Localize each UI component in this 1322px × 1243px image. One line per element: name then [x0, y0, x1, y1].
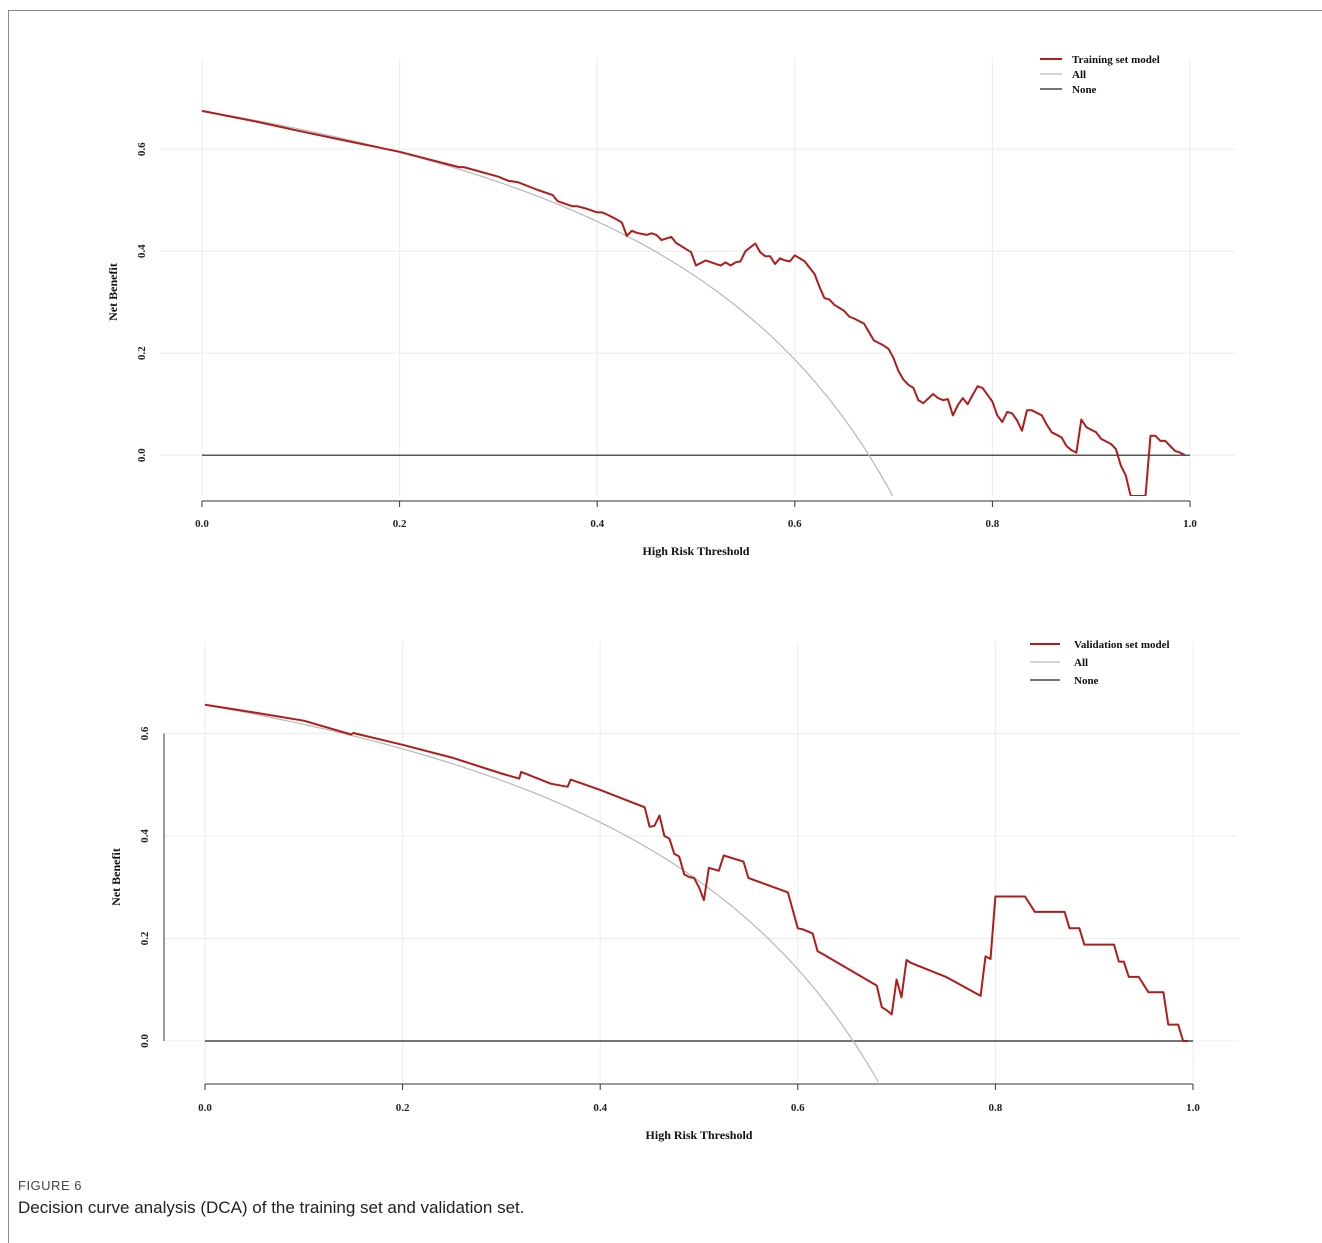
validation-y-axis-title: Net Benefit: [109, 848, 123, 906]
training-x-tick-label: 0.0: [195, 518, 209, 530]
validation-x-tick-label: 0.0: [198, 1102, 212, 1114]
validation-legend-label-2: None: [1074, 675, 1099, 687]
training-plot-area: [201, 109, 1190, 496]
training-x-axis-title: High Risk Threshold: [643, 544, 750, 558]
figure-label: FIGURE 6: [18, 1178, 82, 1193]
validation-y-tick-label: 0.4: [139, 829, 151, 843]
validation-y-tick-label: 0.0: [139, 1034, 151, 1048]
validation-x-tick-label: 0.4: [593, 1102, 607, 1114]
training-x-tick-label: 0.6: [788, 518, 802, 530]
training-x-tick-label: 0.8: [986, 518, 1000, 530]
training-x-tick-label: 0.4: [590, 518, 604, 530]
training-legend-label-1: All: [1072, 69, 1086, 81]
validation-legend-label-1: All: [1074, 657, 1088, 669]
training-legend-label-0: Training set model: [1072, 54, 1160, 66]
validation-x-tick-label: 1.0: [1186, 1102, 1200, 1114]
training-legend-label-2: None: [1072, 84, 1097, 96]
training-y-axis-title: Net Benefit: [106, 263, 120, 321]
validation-y-tick-label: 0.6: [139, 726, 151, 740]
validation-x-tick-label: 0.8: [989, 1102, 1003, 1114]
validation-series-all: [204, 704, 879, 1082]
training-x-tick-label: 1.0: [1183, 518, 1197, 530]
training-dca-chart: 0.0 0.2 0.4 0.6 Net Benefit 0.0 0.2 0.4 0.6 0.8 1.…: [106, 54, 1235, 558]
validation-dca-chart: 0.0 0.2 0.4 0.6 Net Benefit 0.0 0.2 0.4 0.6 0.8 1.…: [109, 639, 1238, 1142]
training-series-model: [201, 109, 1186, 496]
figure-frame: [8, 10, 1322, 1243]
validation-x-tick-label: 0.2: [396, 1102, 410, 1114]
training-y-tick-label: 0.0: [136, 448, 148, 462]
validation-x-axis-title: High Risk Threshold: [646, 1128, 753, 1142]
validation-y-tick-label: 0.2: [139, 931, 151, 945]
figure-caption: Decision curve analysis (DCA) of the tra…: [18, 1198, 525, 1217]
training-y-tick-label: 0.4: [136, 244, 148, 258]
training-y-tick-label: 0.2: [136, 346, 148, 360]
validation-x-tick-label: 0.6: [791, 1102, 805, 1114]
validation-series-model: [204, 703, 1189, 1042]
validation-legend-label-0: Validation set model: [1074, 639, 1170, 651]
training-series-all: [201, 110, 894, 496]
validation-plot-area: [204, 703, 1193, 1082]
training-y-tick-label: 0.6: [136, 142, 148, 156]
training-x-tick-label: 0.2: [393, 518, 407, 530]
